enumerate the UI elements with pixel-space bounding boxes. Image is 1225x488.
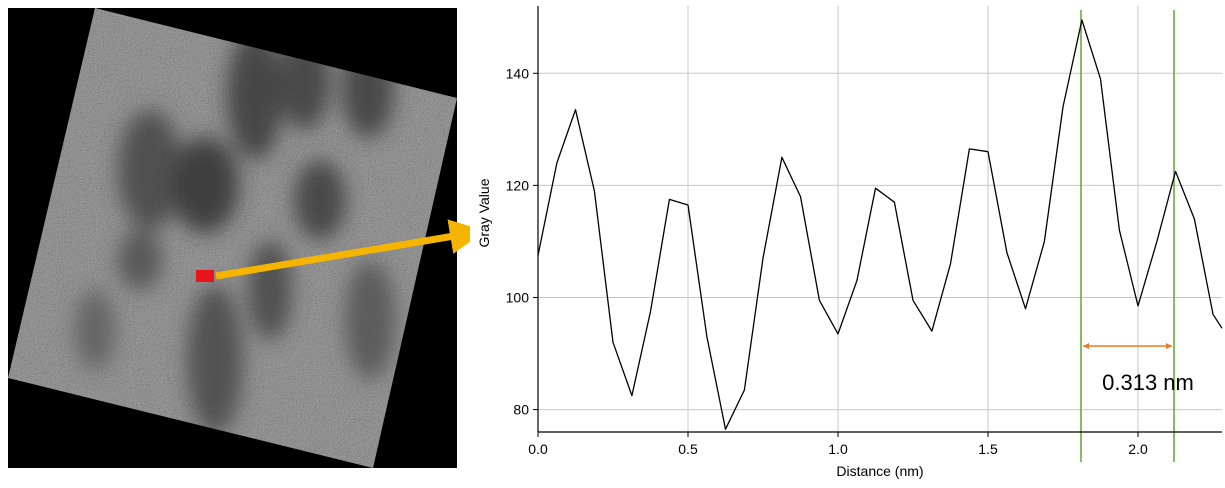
profile-series — [538, 20, 1222, 429]
chart-grid — [538, 6, 1222, 432]
spacing-annotation: 0.313 nm — [1102, 370, 1194, 395]
tem-image-svg — [0, 0, 470, 483]
y-axis-title: Gray Value — [476, 178, 492, 247]
tem-image-panel — [0, 0, 470, 483]
spacing-measurement — [1083, 343, 1172, 349]
y-tick-label: 100 — [506, 289, 530, 305]
measure-arrowhead-right — [1166, 343, 1172, 349]
y-tick-label: 120 — [506, 177, 530, 193]
line-profile-chart: 0.0 0.5 1.0 1.5 2.0 80 100 120 140 Distance (nm)… — [470, 0, 1225, 483]
x-axis-title: Distance (nm) — [836, 463, 923, 479]
x-tick-label: 1.5 — [978, 441, 998, 457]
x-tick-label: 0.5 — [678, 441, 698, 457]
x-tick-label: 1.0 — [828, 441, 848, 457]
measure-arrowhead-left — [1083, 343, 1089, 349]
profile-line — [538, 20, 1222, 429]
chart-svg: 0.0 0.5 1.0 1.5 2.0 80 100 120 140 Distance (nm)… — [470, 0, 1225, 483]
x-tick-label: 0.0 — [528, 441, 548, 457]
profile-region-marker — [196, 270, 214, 282]
y-tick-label: 140 — [506, 65, 530, 81]
x-tick-label: 2.0 — [1128, 441, 1148, 457]
y-tick-label: 80 — [513, 402, 529, 418]
